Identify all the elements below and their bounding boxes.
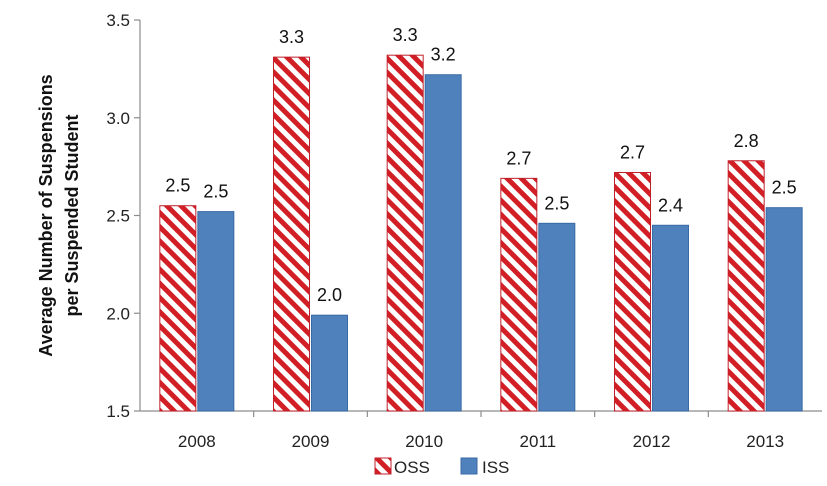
legend-swatch-oss <box>374 457 392 475</box>
data-label-oss-2013: 2.8 <box>734 131 759 151</box>
legend-label-oss: OSS <box>394 458 430 477</box>
bar-oss-2010 <box>386 54 424 412</box>
y-tick-label: 3.0 <box>106 109 130 128</box>
x-tick-label: 2009 <box>292 432 330 451</box>
y-tick-label: 2.0 <box>106 304 130 323</box>
bar-iss-2010 <box>424 74 462 412</box>
data-label-oss-2010: 3.3 <box>393 25 418 45</box>
bar-iss-2012 <box>652 224 689 412</box>
bar-iss-2013 <box>765 207 803 412</box>
x-tick-label: 2012 <box>633 432 671 451</box>
y-axis-title-line: per Suspended Student <box>62 114 82 316</box>
data-label-oss-2011: 2.7 <box>506 148 531 168</box>
bar-iss-2008 <box>197 211 235 412</box>
data-label-oss-2012: 2.7 <box>620 142 645 162</box>
bar-oss-2012 <box>614 171 651 412</box>
y-tick-label: 1.5 <box>106 402 130 421</box>
data-label-iss-2011: 2.5 <box>544 193 569 213</box>
data-label-iss-2013: 2.5 <box>772 178 797 198</box>
chart-bars <box>159 54 803 412</box>
data-label-oss-2009: 3.3 <box>279 27 304 47</box>
legend-label-iss: ISS <box>482 458 509 477</box>
x-tick-label: 2008 <box>178 432 216 451</box>
data-label-oss-2008: 2.5 <box>165 176 190 196</box>
legend-swatch-iss <box>460 457 478 475</box>
chart-legend: OSS ISS <box>374 457 509 477</box>
x-tick-label: 2010 <box>405 432 443 451</box>
bar-oss-2013 <box>727 160 765 412</box>
data-label-iss-2009: 2.0 <box>317 285 342 305</box>
data-label-iss-2008: 2.5 <box>203 182 228 202</box>
chart-axes: 1.5 2.0 2.5 3.0 3.5 2008 2009 2010 2011 2012 2013 <box>106 11 822 451</box>
y-axis-title-line: Average Number of Suspensions <box>36 74 56 356</box>
y-tick-label: 3.5 <box>106 11 130 30</box>
x-tick-label: 2013 <box>746 432 784 451</box>
data-label-iss-2010: 3.2 <box>431 45 456 65</box>
bar-iss-2009 <box>311 314 348 412</box>
bar-iss-2011 <box>538 222 576 412</box>
y-tick-label: 2.5 <box>106 207 130 226</box>
y-axis-title: Average Number of Suspensions per Suspend… <box>36 74 82 356</box>
x-tick-label: 2011 <box>520 432 557 451</box>
bar-oss-2011 <box>500 177 538 412</box>
chart-data-labels: 2.5 2.5 3.3 2.0 3.3 3.2 2.7 2.5 2.7 2.4 2.8 2.5 <box>165 25 796 305</box>
data-label-iss-2012: 2.4 <box>658 195 683 215</box>
bar-oss-2008 <box>159 205 197 412</box>
bar-oss-2009 <box>273 56 310 412</box>
